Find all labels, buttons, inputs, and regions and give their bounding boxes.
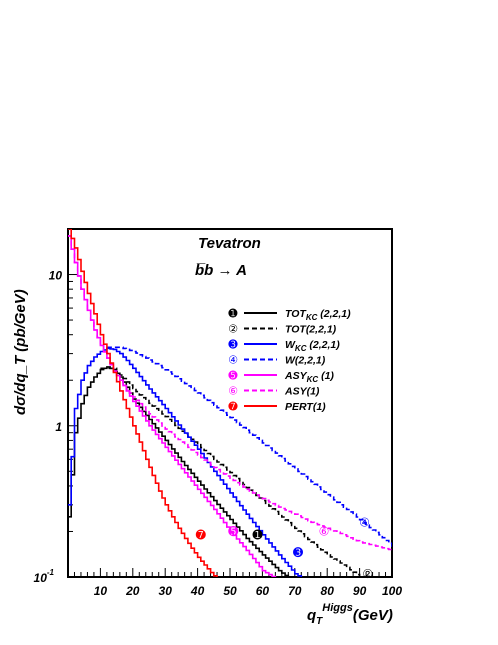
legend-entry: ➌ WKC (2,2,1) bbox=[228, 338, 340, 353]
legend-label-main: W bbox=[285, 339, 296, 351]
legend-label: PERT(1) bbox=[285, 401, 326, 413]
series-line bbox=[68, 229, 218, 577]
legend-label-tail: (1) bbox=[313, 401, 326, 413]
x-tick-label: 20 bbox=[125, 584, 140, 598]
x-tick-label: 10 bbox=[94, 584, 108, 598]
x-axis-label-sub: T bbox=[316, 616, 323, 627]
legend-entry: ➐ PERT(1) bbox=[228, 400, 326, 413]
series-markers: ➊ ② ➌ ④ ➎ ⑥ ➐ bbox=[196, 515, 373, 581]
series-marker: ④ bbox=[359, 515, 370, 529]
y-tick-label-base: 1 bbox=[55, 420, 62, 434]
series-line bbox=[68, 235, 392, 552]
x-axis-label-main: q bbox=[307, 607, 316, 624]
legend-entry: ④ W(2,2,1) bbox=[228, 354, 326, 367]
legend-label-tail: (2,2,1) bbox=[317, 308, 351, 320]
legend-label: TOT(2,2,1) bbox=[285, 324, 337, 336]
series-marker: ② bbox=[362, 567, 373, 581]
x-tick-label: 30 bbox=[159, 584, 173, 598]
legend-label-tail: (2,2,1) bbox=[295, 355, 326, 367]
legend-label: ASYKC (1) bbox=[284, 370, 334, 384]
series-marker: ⑥ bbox=[319, 524, 330, 538]
legend-label: TOTKC (2,2,1) bbox=[285, 308, 351, 322]
legend-label-tail: (1) bbox=[318, 370, 334, 382]
legend-label-sub: KC bbox=[307, 375, 319, 384]
y-tick-label-exponent: -1 bbox=[47, 568, 55, 577]
y-tick-label-base: 10 bbox=[49, 269, 63, 283]
y-tick-label: 1 bbox=[55, 420, 62, 434]
legend-label-sub: KC bbox=[306, 313, 318, 322]
x-tick-label: 40 bbox=[190, 584, 205, 598]
legend: ➊ TOTKC (2,2,1)② TOT(2,2,1)➌ WKC (2,2,1)④ W(… bbox=[228, 307, 351, 413]
y-axis-label: dσ/dq_T (pb/GeV) bbox=[12, 289, 29, 415]
legend-label: WKC (2,2,1) bbox=[285, 339, 340, 353]
legend-label-tail: (1) bbox=[307, 386, 320, 398]
legend-label-main: W bbox=[285, 355, 296, 367]
x-axis-label-sup: Higgs bbox=[322, 602, 353, 614]
series-line bbox=[68, 366, 293, 577]
legend-entry: ⑥ ASY(1) bbox=[228, 385, 320, 398]
x-axis-label: qT Higgs(GeV) bbox=[307, 602, 393, 627]
x-axis-label-tail: (GeV) bbox=[353, 607, 393, 624]
legend-marker: ⑥ bbox=[228, 385, 238, 398]
legend-label-tail: (2,2,1) bbox=[306, 339, 340, 351]
legend-label-tail: (2,2,1) bbox=[306, 324, 337, 336]
x-axis: 10 20 30 40 50 60 70 80 90 100 bbox=[67, 568, 402, 598]
legend-entry: ➎ ASYKC (1) bbox=[228, 369, 334, 384]
legend-marker: ② bbox=[228, 323, 238, 336]
legend-label-main: TOT bbox=[285, 308, 307, 320]
legend-label-main: PERT bbox=[285, 401, 314, 413]
y-tick-label: 10-1 bbox=[34, 568, 55, 585]
y-tick-label: 10 bbox=[49, 269, 63, 283]
x-tick-label: 90 bbox=[353, 584, 367, 598]
legend-label-sub: KC bbox=[295, 344, 307, 353]
legend-label-main: ASY bbox=[284, 386, 308, 398]
x-tick-label: 80 bbox=[321, 584, 335, 598]
series-line bbox=[106, 346, 392, 547]
title-line-1: Tevatron bbox=[198, 235, 261, 252]
series-marker: ➌ bbox=[293, 546, 303, 560]
legend-entry: ➊ TOTKC (2,2,1) bbox=[228, 307, 351, 322]
series-marker: ➐ bbox=[196, 528, 206, 542]
series-line bbox=[68, 235, 277, 577]
legend-marker: ➊ bbox=[228, 307, 238, 320]
series-line bbox=[100, 367, 364, 577]
legend-marker: ➌ bbox=[228, 338, 238, 351]
legend-marker: ④ bbox=[228, 354, 238, 367]
series-marker: ➎ bbox=[228, 524, 238, 538]
legend-label-main: ASY bbox=[284, 370, 308, 382]
x-tick-label: 100 bbox=[382, 584, 402, 598]
x-tick-label: 60 bbox=[256, 584, 270, 598]
series-line bbox=[68, 347, 306, 577]
series-marker: ➊ bbox=[253, 528, 263, 542]
title-line-2: b̅b → A bbox=[195, 262, 247, 279]
legend-marker: ➎ bbox=[228, 369, 238, 382]
series-group bbox=[68, 229, 392, 577]
legend-entry: ② TOT(2,2,1) bbox=[228, 323, 337, 336]
y-tick-label-base: 10 bbox=[34, 571, 48, 585]
legend-label-main: TOT bbox=[285, 324, 307, 336]
legend-marker: ➐ bbox=[228, 400, 238, 413]
x-tick-label: 70 bbox=[288, 584, 302, 598]
legend-label: W(2,2,1) bbox=[285, 355, 326, 367]
legend-label: ASY(1) bbox=[284, 386, 320, 398]
x-tick-label: 50 bbox=[223, 584, 237, 598]
